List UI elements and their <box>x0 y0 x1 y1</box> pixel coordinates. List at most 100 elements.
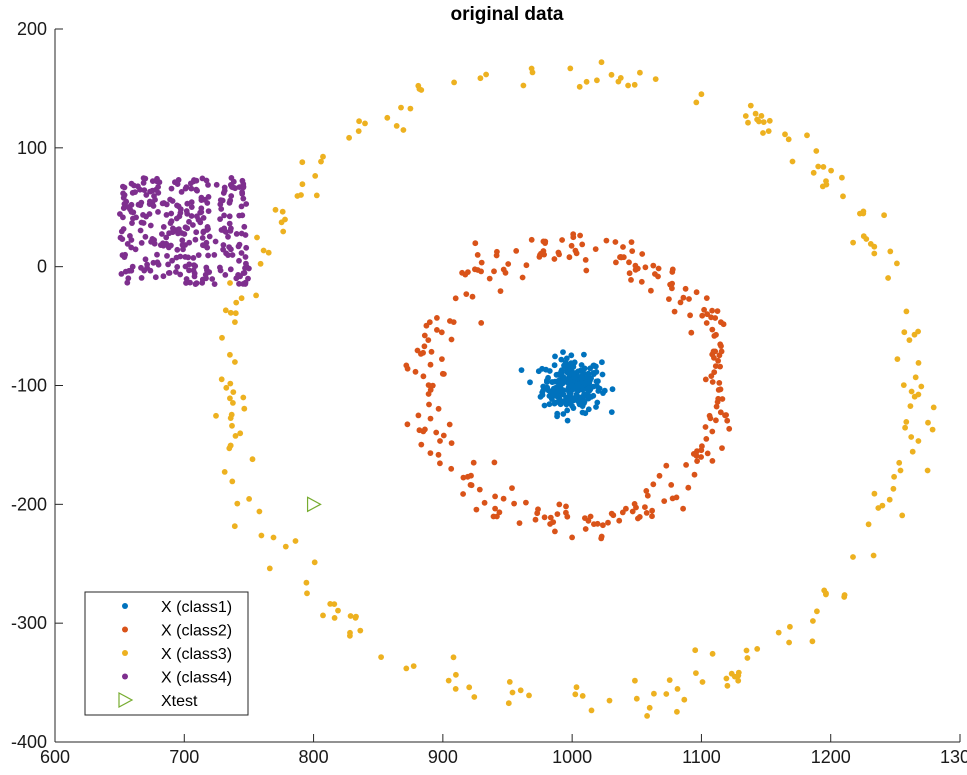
data-point-class3 <box>903 308 910 315</box>
data-point-class3 <box>258 532 265 539</box>
data-point-class3 <box>924 467 931 474</box>
data-point-class4 <box>182 263 189 270</box>
data-point-class2 <box>628 277 634 283</box>
data-point-class2 <box>694 458 700 464</box>
data-point-class2 <box>550 519 557 525</box>
data-point-class1 <box>601 387 608 394</box>
data-point-class4 <box>188 204 195 211</box>
data-point-class4 <box>166 230 173 237</box>
x-tick-label: 800 <box>299 747 329 767</box>
data-point-class2 <box>712 315 719 321</box>
data-point-class3 <box>254 234 260 241</box>
data-point-class2 <box>634 265 641 272</box>
data-point-class2 <box>425 337 432 343</box>
data-point-class2 <box>628 239 635 246</box>
data-point-class2 <box>709 326 716 333</box>
data-point-class2 <box>481 499 488 506</box>
data-point-class2 <box>620 244 626 250</box>
data-point-class2 <box>478 259 485 266</box>
data-point-class2 <box>583 267 590 274</box>
data-point-class3 <box>576 83 583 90</box>
data-point-class3 <box>823 591 829 598</box>
data-point-class4 <box>188 185 195 192</box>
data-point-class2 <box>680 294 687 301</box>
data-point-class2 <box>422 426 428 433</box>
data-point-class4 <box>240 195 247 202</box>
data-point-class2 <box>716 352 723 359</box>
legend-label: X (class2) <box>161 623 232 640</box>
data-point-class4 <box>203 275 209 282</box>
data-point-class3 <box>760 130 766 136</box>
data-point-class3 <box>810 618 816 624</box>
data-point-class3 <box>820 164 827 170</box>
data-point-class3 <box>651 690 657 697</box>
data-point-class4 <box>183 280 189 286</box>
data-point-class2 <box>655 273 661 280</box>
data-point-class4 <box>152 274 159 281</box>
data-point-class4 <box>188 199 195 206</box>
data-point-class4 <box>190 222 196 228</box>
data-point-class3 <box>318 158 324 165</box>
data-point-class2 <box>465 269 471 275</box>
data-point-class2 <box>648 287 654 294</box>
data-point-class3 <box>282 216 288 223</box>
data-point-class3 <box>232 433 239 439</box>
data-point-class4 <box>140 212 146 218</box>
data-point-class4 <box>240 281 247 287</box>
x-tick-label: 1200 <box>811 747 851 767</box>
data-point-class2 <box>418 441 425 448</box>
data-point-class2 <box>421 343 428 350</box>
data-point-class2 <box>702 376 709 383</box>
data-point-class2 <box>538 250 544 257</box>
data-point-class1 <box>547 388 554 395</box>
data-point-class4 <box>228 193 235 199</box>
data-point-class2 <box>428 348 435 355</box>
data-point-class4 <box>132 189 139 196</box>
data-point-class4 <box>174 246 181 253</box>
legend-label: Xtest <box>161 693 198 710</box>
data-point-class3 <box>237 430 244 437</box>
data-point-class4 <box>238 230 245 237</box>
data-point-class2 <box>468 482 475 489</box>
data-point-class3 <box>356 118 362 125</box>
data-point-class4 <box>228 175 235 181</box>
data-point-class3 <box>416 86 423 92</box>
data-point-class2 <box>680 505 686 512</box>
data-point-class3 <box>724 682 731 689</box>
data-point-class3 <box>410 663 417 669</box>
data-point-class3 <box>631 81 638 88</box>
data-point-class4 <box>128 244 135 251</box>
data-point-class3 <box>311 559 318 566</box>
data-point-class4 <box>206 233 213 240</box>
data-points <box>117 59 937 719</box>
data-point-class3 <box>804 132 810 139</box>
data-point-class3 <box>335 607 341 614</box>
data-point-class3 <box>213 412 219 419</box>
data-point-class4 <box>193 229 200 236</box>
data-point-class4 <box>194 213 200 220</box>
data-point-class4 <box>124 241 131 247</box>
data-point-class3 <box>681 696 688 703</box>
data-point-class3 <box>646 704 653 711</box>
data-point-class4 <box>167 220 174 227</box>
data-point-class2 <box>496 509 503 516</box>
data-point-class2 <box>542 238 549 245</box>
legend-label: X (class4) <box>161 670 232 687</box>
data-point-class3 <box>303 579 310 586</box>
data-point-class3 <box>666 677 673 683</box>
data-point-class1 <box>590 362 597 369</box>
data-point-class2 <box>617 254 624 260</box>
data-point-class2 <box>703 320 710 326</box>
data-point-class4 <box>165 261 172 268</box>
data-point-class2 <box>500 266 507 273</box>
data-point-class2 <box>421 332 428 339</box>
data-point-class3 <box>765 128 772 135</box>
data-point-class2 <box>448 465 455 472</box>
axes: 6007008009001000110012001300-400-300-200… <box>11 19 967 767</box>
data-point-class3 <box>839 174 845 181</box>
data-point-class2 <box>577 232 583 239</box>
data-point-class4 <box>178 189 185 195</box>
data-point-class3 <box>901 329 908 336</box>
data-point-class1 <box>575 387 582 394</box>
data-point-class4 <box>122 251 128 258</box>
